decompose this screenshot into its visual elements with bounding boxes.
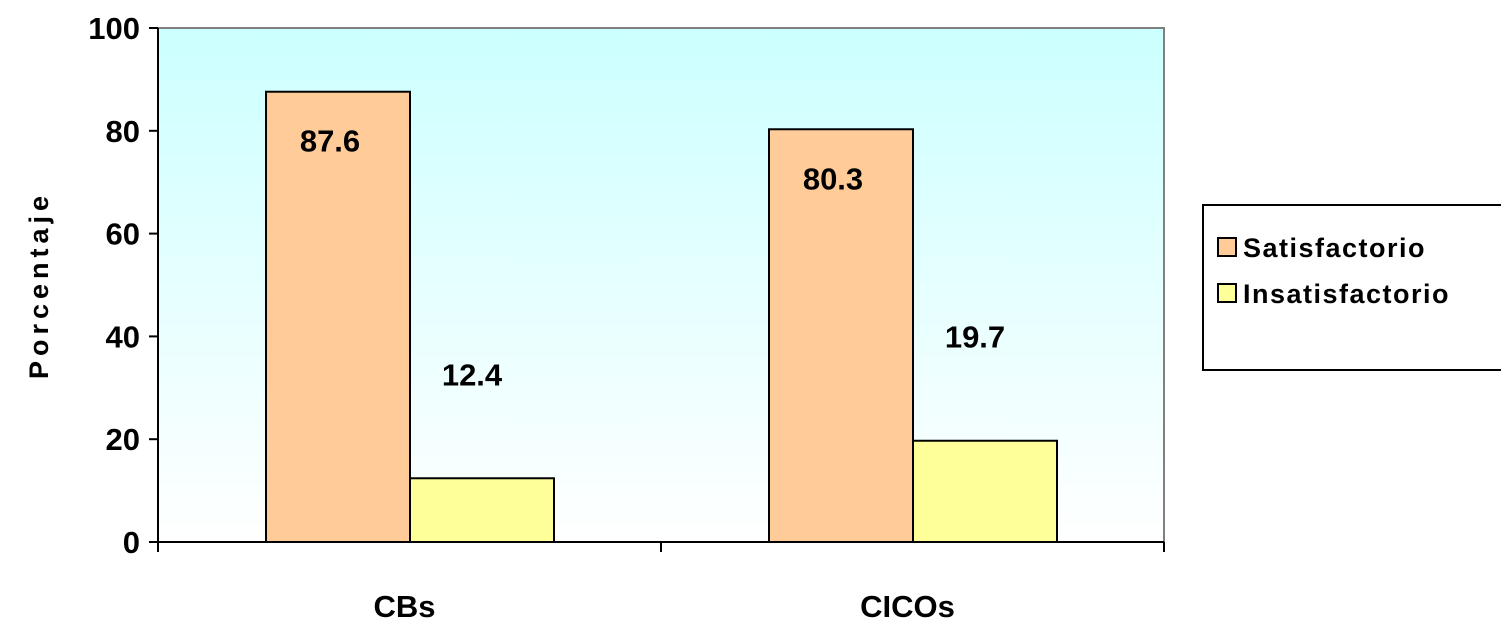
axes bbox=[149, 27, 1165, 552]
legend-label-satisfactorio: Satisfactorio bbox=[1243, 233, 1426, 263]
data-label: 19.7 bbox=[945, 320, 1005, 355]
x-tick-label: CICOs bbox=[860, 589, 955, 624]
bars bbox=[265, 90, 1058, 544]
bar-insatisfactorio-cicos bbox=[912, 439, 1058, 544]
data-label: 80.3 bbox=[803, 161, 863, 196]
data-labels: 87.6 12.4 80.3 19.7 bbox=[300, 124, 1005, 393]
legend-swatch-satisfactorio bbox=[1217, 237, 1237, 257]
y-tick-label: 100 bbox=[88, 11, 140, 46]
data-label: 12.4 bbox=[442, 357, 503, 392]
legend: Satisfactorio Insatisfactorio bbox=[1202, 204, 1501, 371]
bar-insatisfactorio-cbs bbox=[409, 477, 555, 544]
x-tick-label: CBs bbox=[373, 589, 435, 624]
legend-swatch-insatisfactorio bbox=[1217, 283, 1237, 303]
legend-label-insatisfactorio: Insatisfactorio bbox=[1243, 279, 1450, 309]
y-tick-label: 20 bbox=[106, 422, 140, 457]
y-axis-title: Porcentaje bbox=[24, 191, 54, 379]
y-tick-labels: 0 20 40 60 80 100 bbox=[88, 11, 140, 560]
y-tick-label: 60 bbox=[106, 217, 140, 252]
bar-satisfactorio-cbs bbox=[265, 90, 411, 544]
y-tick-label: 0 bbox=[123, 525, 140, 560]
data-label: 87.6 bbox=[300, 124, 360, 159]
legend-box bbox=[1202, 204, 1501, 371]
bar-satisfactorio-cicos bbox=[768, 128, 914, 543]
y-tick-label: 80 bbox=[106, 114, 140, 149]
y-tick-label: 40 bbox=[106, 319, 140, 354]
x-tick-labels: CBs CICOs bbox=[373, 589, 954, 624]
